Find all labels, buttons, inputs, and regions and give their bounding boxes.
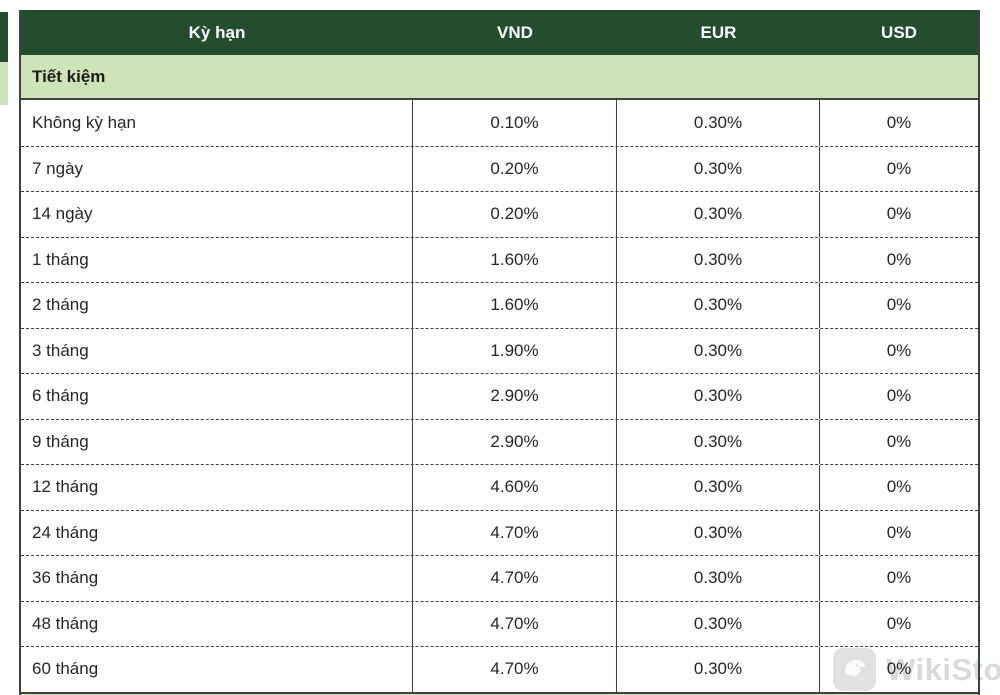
column-header-usd: USD (881, 22, 917, 42)
term-cell: 3 tháng (21, 328, 413, 373)
vnd-rate-cell: 0.20% (413, 192, 617, 237)
table-row: 12 tháng 4.60% 0.30% 0% (21, 464, 978, 510)
usd-rate-cell: 0% (886, 112, 912, 132)
eur-rate-cell: 0.30% (617, 510, 820, 555)
vnd-rate-cell: 1.90% (413, 328, 617, 373)
table-row: 2 tháng 1.60% 0.30% 0% (21, 282, 978, 328)
table-row: 24 tháng 4.70% 0.30% 0% (21, 509, 978, 555)
next-section-row-cutoff (21, 693, 978, 695)
vnd-rate-cell: 4.70% (413, 601, 617, 646)
vnd-rate-cell: 4.70% (413, 510, 617, 555)
section-row-tiet-kiem: Tiết kiệm (21, 55, 978, 100)
eur-rate-cell: 0.30% (617, 283, 820, 328)
term-cell: 60 tháng (21, 647, 413, 692)
eur-rate-cell: 0.30% (617, 601, 820, 646)
vnd-rate-cell: 4.70% (413, 647, 617, 692)
usd-rate-cell: 0% (886, 431, 912, 451)
eur-rate-cell: 0.30% (617, 374, 820, 419)
term-cell: 7 ngày (21, 146, 413, 191)
term-cell: 48 tháng (21, 601, 413, 646)
left-edge-artifact-light (0, 62, 8, 105)
term-cell: 14 ngày (21, 192, 413, 237)
vnd-rate-cell: 0.10% (413, 100, 617, 146)
table-row: 14 ngày 0.20% 0.30% 0% (21, 191, 978, 237)
table-row: Không kỳ hạn 0.10% 0.30% 0% (21, 100, 978, 146)
vnd-rate-cell: 1.60% (413, 237, 617, 282)
table-row: 7 ngày 0.20% 0.30% 0% (21, 145, 978, 191)
vnd-rate-cell: 1.60% (413, 283, 617, 328)
usd-rate-cell: 0% (886, 204, 912, 224)
usd-rate-cell: 0% (886, 340, 912, 360)
table-row: 48 tháng 4.70% 0.30% 0% (21, 600, 978, 646)
usd-rate-cell: 0% (886, 568, 912, 588)
vnd-rate-cell: 0.20% (413, 146, 617, 191)
section-label: Tiết kiệm (32, 66, 106, 86)
usd-rate-cell: 0% (886, 249, 912, 269)
term-cell: 9 tháng (21, 419, 413, 464)
column-header-vnd: VND (497, 22, 533, 42)
usd-rate-cell: 0% (886, 522, 912, 542)
table-row: 6 tháng 2.90% 0.30% 0% (21, 373, 978, 419)
eur-rate-cell: 0.30% (617, 465, 820, 510)
term-cell: Không kỳ hạn (21, 100, 413, 146)
eur-rate-cell: 0.30% (617, 647, 820, 692)
table-row: 3 tháng 1.90% 0.30% 0% (21, 327, 978, 373)
term-cell: 36 tháng (21, 556, 413, 601)
table-body: Không kỳ hạn 0.10% 0.30% 0% 7 ngày 0.20%… (21, 100, 978, 694)
usd-rate-cell: 0% (886, 477, 912, 497)
eur-rate-cell: 0.30% (617, 192, 820, 237)
table-row: 36 tháng 4.70% 0.30% 0% (21, 555, 978, 601)
column-header-term: Kỳ hạn (188, 22, 246, 42)
usd-rate-cell: 0% (886, 295, 912, 315)
vnd-rate-cell: 4.70% (413, 556, 617, 601)
table-header-row: Kỳ hạn VND EUR USD (21, 10, 978, 55)
term-cell: 24 tháng (21, 510, 413, 555)
vnd-rate-cell: 2.90% (413, 419, 617, 464)
eur-rate-cell: 0.30% (617, 419, 820, 464)
eur-rate-cell: 0.30% (617, 237, 820, 282)
usd-rate-cell: 0% (886, 613, 912, 633)
table-row: 9 tháng 2.90% 0.30% 0% (21, 418, 978, 464)
interest-rates-table: Kỳ hạn VND EUR USD Tiết kiệm Không kỳ hạ… (19, 10, 980, 695)
table-row: 60 tháng 4.70% 0.30% 0% (21, 646, 978, 692)
term-cell: 1 tháng (21, 237, 413, 282)
table-row: 1 tháng 1.60% 0.30% 0% (21, 236, 978, 282)
term-cell: 6 tháng (21, 374, 413, 419)
usd-rate-cell: 0% (886, 386, 912, 406)
eur-rate-cell: 0.30% (617, 328, 820, 373)
eur-rate-cell: 0.30% (617, 556, 820, 601)
term-cell: 12 tháng (21, 465, 413, 510)
eur-rate-cell: 0.30% (617, 146, 820, 191)
vnd-rate-cell: 4.60% (413, 465, 617, 510)
usd-rate-cell: 0% (886, 158, 912, 178)
eur-rate-cell: 0.30% (617, 100, 820, 146)
left-edge-artifact-dark (0, 12, 8, 62)
usd-rate-cell: 0% (886, 659, 912, 679)
term-cell: 2 tháng (21, 283, 413, 328)
column-header-eur: EUR (700, 22, 737, 42)
vnd-rate-cell: 2.90% (413, 374, 617, 419)
